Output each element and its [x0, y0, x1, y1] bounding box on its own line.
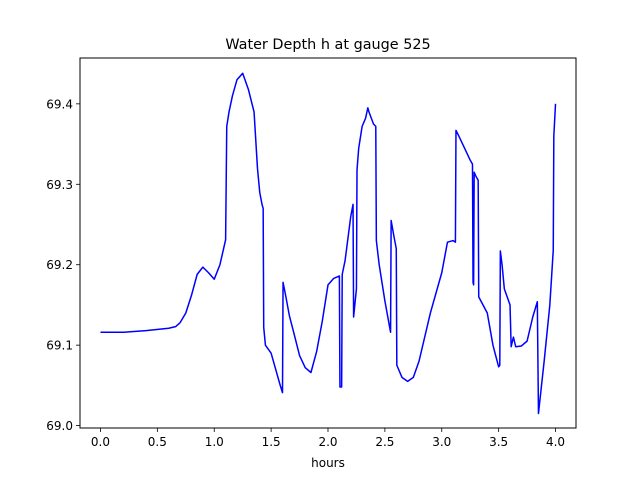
- y-tick-label: 69.4: [46, 97, 73, 111]
- y-tick-label: 69.2: [46, 258, 73, 272]
- x-tick-label: 4.0: [546, 435, 565, 449]
- plot-frame: [79, 57, 577, 429]
- x-tick-label: 3.5: [489, 435, 508, 449]
- series-line-0: [100, 72, 557, 415]
- x-tick-label: 0.0: [91, 435, 110, 449]
- x-tick-label: 0.5: [148, 435, 167, 449]
- x-tick-label: 1.0: [205, 435, 224, 449]
- x-axis: 0.0 0.5 1.0 1.5 2.0 2.5 3.0 3.5 4.0: [91, 428, 565, 449]
- x-tick-label: 2.5: [375, 435, 394, 449]
- x-tick-label: 2.0: [318, 435, 337, 449]
- x-axis-label: hours: [311, 456, 345, 470]
- chart-title: Water Depth h at gauge 525: [225, 37, 430, 53]
- x-tick-label: 3.0: [432, 435, 451, 449]
- x-tick-label: 1.5: [262, 435, 281, 449]
- plot-area: [100, 72, 557, 415]
- y-axis: 69.0 69.1 69.2 69.3 69.4: [46, 97, 80, 433]
- y-tick-label: 69.1: [46, 339, 73, 353]
- y-tick-label: 69.3: [46, 178, 73, 192]
- y-tick-label: 69.0: [46, 419, 73, 433]
